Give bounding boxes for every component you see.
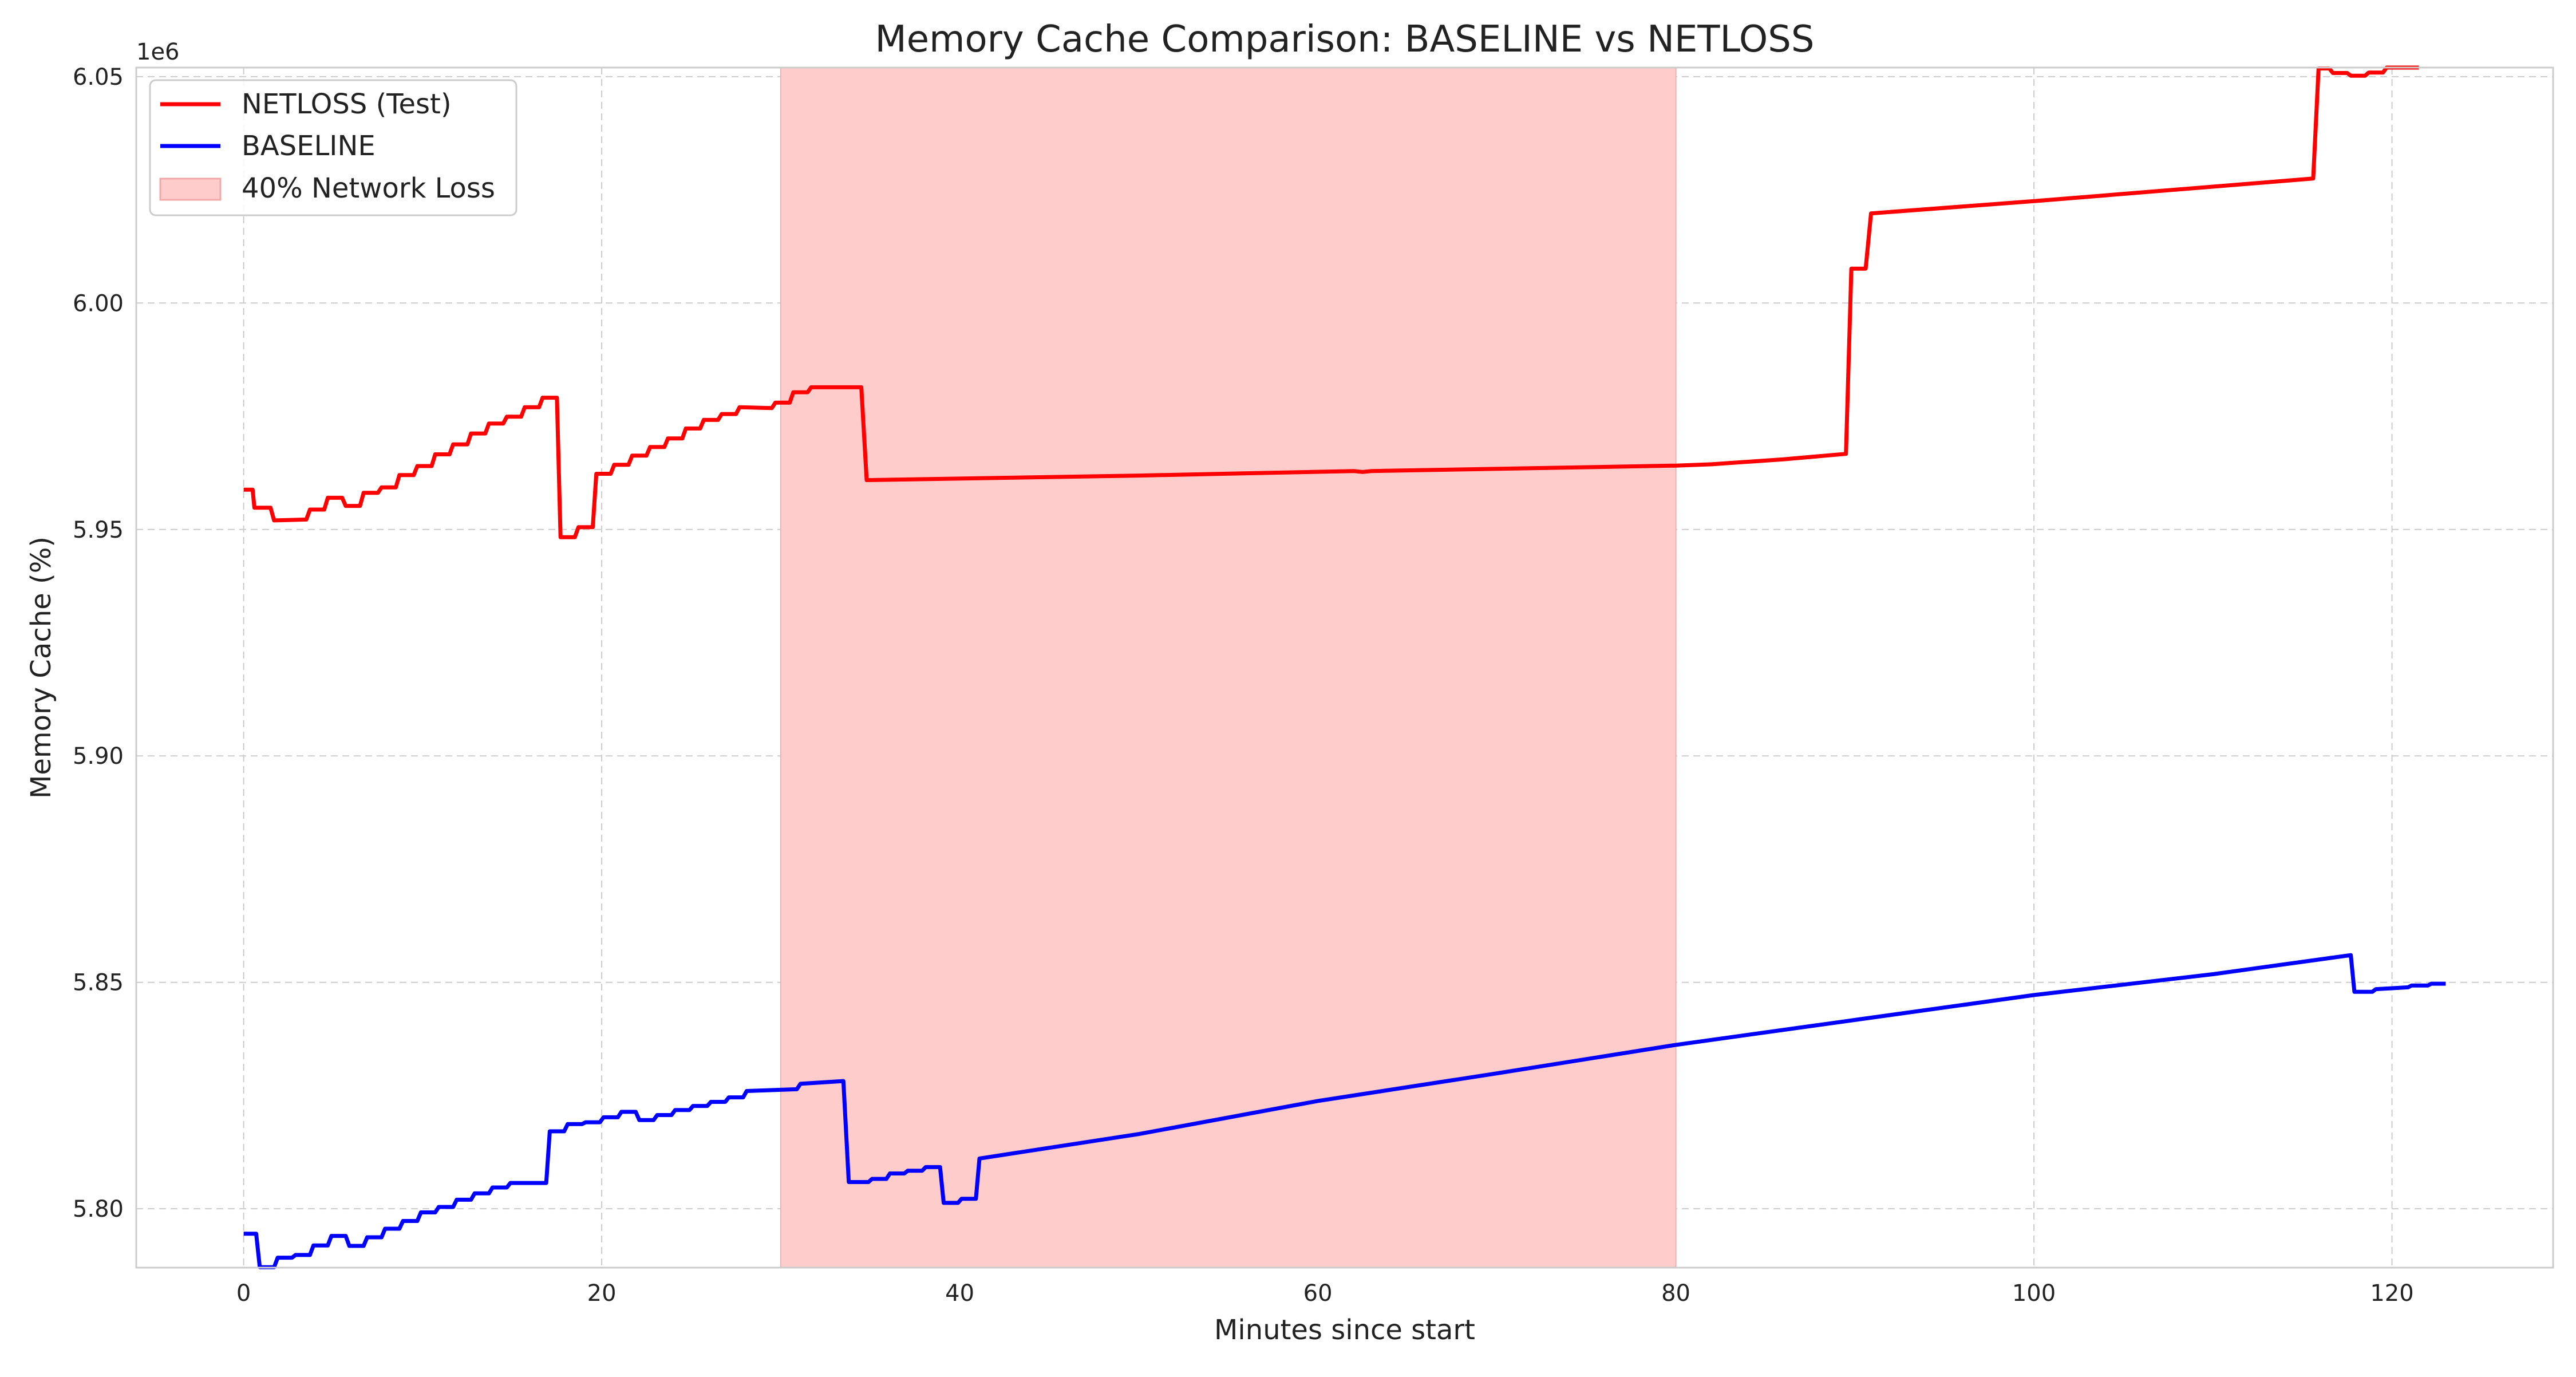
chart-title: Memory Cache Comparison: BASELINE vs NET… (875, 18, 1815, 61)
x-axis-ticks: 0 20 40 60 80 100 120 (236, 1280, 2414, 1307)
plot-frame (135, 66, 2554, 1269)
legend-frame (149, 79, 517, 216)
legend-label-netloss: NETLOSS (Test) (242, 88, 452, 120)
y-tick-label: 5.80 (73, 1196, 124, 1222)
x-tick-label: 0 (236, 1280, 251, 1307)
x-tick-label: 80 (1661, 1280, 1690, 1307)
y-axis-ticks: 5.80 5.85 5.90 5.95 6.00 6.05 (73, 64, 124, 1222)
series-lines (243, 65, 2446, 1269)
shaded-region-group (780, 67, 1677, 1268)
y-tick-label: 5.90 (73, 743, 124, 770)
y-tick-label: 6.05 (73, 64, 124, 90)
y-tick-label: 5.95 (73, 517, 124, 543)
network-loss-region (780, 67, 1677, 1268)
x-tick-label: 60 (1303, 1280, 1333, 1307)
series-line-netloss (243, 65, 2419, 539)
x-axis-label: Minutes since start (1214, 1314, 1475, 1346)
x-tick-label: 120 (2370, 1280, 2413, 1307)
legend-label-network-loss: 40% Network Loss (242, 172, 495, 204)
x-tick-label: 20 (587, 1280, 617, 1307)
legend-label-baseline: BASELINE (242, 130, 376, 162)
series-line-baseline (243, 953, 2446, 1269)
x-tick-label: 100 (2012, 1280, 2056, 1307)
legend-swatch-network-loss (159, 177, 222, 201)
y-axis-offset-label: 1e6 (136, 39, 180, 65)
y-axis-label: Memory Cache (%) (25, 536, 57, 799)
legend: NETLOSS (Test) BASELINE 40% Network Loss (149, 79, 517, 216)
y-tick-label: 6.00 (73, 290, 124, 317)
y-tick-label: 5.85 (73, 970, 124, 996)
x-tick-label: 40 (945, 1280, 974, 1307)
